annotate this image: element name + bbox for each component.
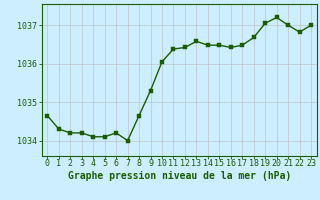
X-axis label: Graphe pression niveau de la mer (hPa): Graphe pression niveau de la mer (hPa) (68, 171, 291, 181)
